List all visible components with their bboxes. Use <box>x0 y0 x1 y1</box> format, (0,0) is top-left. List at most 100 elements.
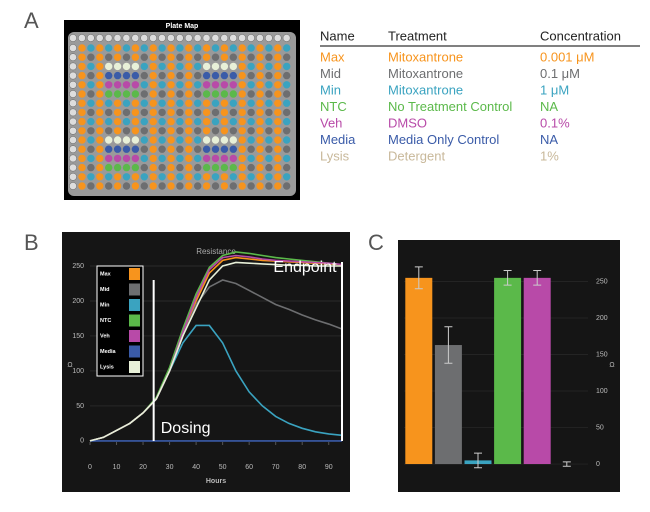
well <box>96 108 104 117</box>
well <box>238 145 246 153</box>
well <box>194 163 202 172</box>
well <box>78 145 86 153</box>
well <box>256 99 264 107</box>
well <box>158 44 166 52</box>
well <box>238 136 246 144</box>
well <box>96 127 104 135</box>
well <box>265 81 273 89</box>
well <box>122 136 131 144</box>
well <box>131 136 140 144</box>
well <box>229 173 237 181</box>
well <box>167 71 175 80</box>
well <box>256 90 264 98</box>
well <box>211 163 220 172</box>
well <box>158 117 166 126</box>
well <box>185 108 193 117</box>
well <box>185 154 193 163</box>
well <box>149 145 157 153</box>
chart-title: Resistance <box>196 247 236 256</box>
well <box>229 71 237 80</box>
well <box>96 182 104 190</box>
well <box>122 108 131 117</box>
well <box>113 182 122 190</box>
x-tick-label: 20 <box>139 464 147 471</box>
well <box>167 44 175 52</box>
well <box>238 53 246 61</box>
well <box>167 99 175 107</box>
legend-label: Max <box>100 271 112 277</box>
well <box>176 71 184 80</box>
well <box>274 53 282 61</box>
well <box>149 154 157 163</box>
well <box>105 44 113 52</box>
well <box>105 62 113 71</box>
table-header: Concentration <box>540 28 621 43</box>
well <box>167 154 175 163</box>
well <box>158 182 166 190</box>
well <box>167 53 175 61</box>
well <box>122 62 131 71</box>
well <box>256 127 264 135</box>
well <box>229 117 237 126</box>
x-tick-label: 90 <box>325 464 333 471</box>
well <box>131 108 140 117</box>
well <box>247 117 255 126</box>
well <box>185 136 193 144</box>
well <box>202 127 211 135</box>
well <box>211 108 220 117</box>
well <box>185 182 193 190</box>
plate-header-well <box>167 34 175 42</box>
well <box>256 117 264 126</box>
well <box>176 108 184 117</box>
plate-header-well <box>273 34 282 42</box>
table-cell: Max <box>320 49 345 64</box>
plate-header-well <box>211 34 220 42</box>
well <box>113 127 122 135</box>
well <box>256 71 264 80</box>
well <box>87 154 95 163</box>
well <box>283 154 291 163</box>
plate-header-well <box>69 163 77 172</box>
well <box>185 62 193 71</box>
well <box>220 62 229 71</box>
plate-header-well <box>122 34 131 42</box>
well <box>220 90 229 98</box>
y-tick-label: 200 <box>596 315 608 322</box>
well <box>122 44 131 52</box>
well <box>122 90 131 98</box>
well <box>220 99 229 107</box>
well <box>220 117 229 126</box>
well <box>185 173 193 181</box>
well <box>87 62 95 71</box>
well <box>96 136 104 144</box>
y-tick-label: 200 <box>72 298 84 305</box>
well <box>158 90 166 98</box>
plate-header-well <box>175 34 184 42</box>
y-tick-label: 250 <box>72 263 84 270</box>
plate-header-well <box>69 34 77 42</box>
well <box>185 145 193 153</box>
table-cell: Mid <box>320 66 341 81</box>
well <box>149 90 157 98</box>
well <box>202 108 211 117</box>
well <box>140 53 148 61</box>
well <box>176 136 184 144</box>
legend-label: NTC <box>100 318 111 324</box>
y-tick-label: 0 <box>80 438 84 445</box>
well <box>78 108 86 117</box>
well <box>202 117 211 126</box>
well <box>265 182 273 190</box>
well <box>274 163 282 172</box>
well <box>176 99 184 107</box>
well <box>140 117 148 126</box>
well <box>202 173 211 181</box>
x-tick-label: 50 <box>219 464 227 471</box>
table-cell: No Treatment Control <box>388 99 512 114</box>
well <box>194 71 202 80</box>
plate-header-well <box>69 172 77 181</box>
well <box>87 182 95 190</box>
table-cell: DMSO <box>388 115 427 130</box>
plate-header-well <box>78 34 86 42</box>
well <box>78 99 86 107</box>
well <box>185 163 193 172</box>
